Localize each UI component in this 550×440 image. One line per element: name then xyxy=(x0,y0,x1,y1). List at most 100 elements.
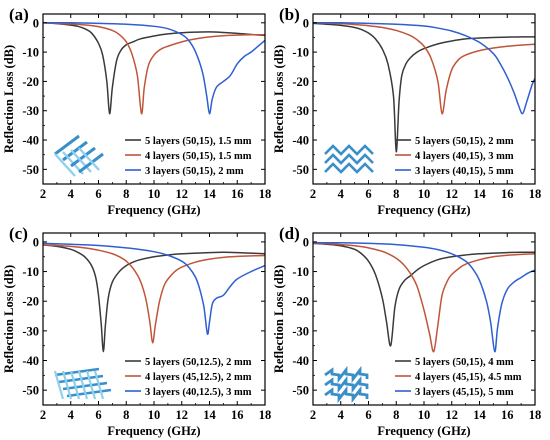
lattice-strut xyxy=(78,147,100,171)
lattice-strut xyxy=(324,365,369,384)
chart-panel-a: 2 4 6 8 10 12 14 16 18 0 -10 -20 -30 -40 -50 Frequency … xyxy=(2,5,271,217)
x-tick-label: 14 xyxy=(203,187,216,201)
y-tick-label: -10 xyxy=(22,46,39,60)
x-tick-label: 10 xyxy=(418,187,431,201)
y-tick-label: -30 xyxy=(22,324,39,338)
series-line-3 xyxy=(43,22,265,115)
y-tick-label: -50 xyxy=(22,384,39,398)
panel-label: (a) xyxy=(9,5,29,24)
x-tick-label: 16 xyxy=(231,187,244,201)
x-axis-title: Frequency (GHz) xyxy=(107,424,200,438)
legend-label-1: 5 layers (50,12.5), 2 mm xyxy=(145,357,252,368)
y-tick-label: -20 xyxy=(292,295,309,309)
x-axis-title: Frequency (GHz) xyxy=(377,203,470,217)
lattice-strut xyxy=(77,370,89,400)
legend-label-2: 4 layers (40,15), 3 mm xyxy=(415,151,514,162)
x-tick-label: 14 xyxy=(203,408,216,422)
x-tick-label: 14 xyxy=(473,187,486,201)
x-axis-title: Frequency (GHz) xyxy=(107,203,200,217)
x-tick-label: 12 xyxy=(446,408,459,422)
y-tick-label: -50 xyxy=(22,163,39,177)
x-tick-label: 14 xyxy=(473,408,486,422)
x-tick-label: 4 xyxy=(338,187,345,201)
x-tick-label: 16 xyxy=(501,408,514,422)
legend-label-2: 4 layers (45,15), 4.5 mm xyxy=(415,372,522,383)
y-axis-title: Reflection Loss (dB) xyxy=(2,265,16,373)
series-line-3 xyxy=(313,22,535,115)
x-tick-label: 4 xyxy=(68,187,75,201)
y-axis-title: Reflection Loss (dB) xyxy=(272,45,286,153)
lattice-strut xyxy=(324,375,369,394)
y-tick-label: -40 xyxy=(292,134,309,148)
lattice-strut xyxy=(54,134,80,156)
lattice-strut xyxy=(324,162,374,174)
x-tick-label: 8 xyxy=(123,408,129,422)
chart-panel-b: 2 4 6 8 10 12 14 16 18 0 -10 -20 -30 -40 -50 Frequency … xyxy=(272,5,541,217)
lattice-strut xyxy=(53,370,65,400)
lattice-strut xyxy=(70,146,96,168)
x-tick-label: 2 xyxy=(40,187,46,201)
x-tick-label: 10 xyxy=(148,187,161,201)
y-tick-label: 0 xyxy=(303,16,309,30)
legend-label-3: 3 layers (50,15), 2 mm xyxy=(145,166,244,177)
series-group xyxy=(43,242,265,353)
y-tick-label: -10 xyxy=(292,265,309,279)
y-tick-label: -40 xyxy=(22,134,39,148)
lattice-strut xyxy=(78,152,104,174)
x-tick-label: 18 xyxy=(529,187,542,201)
lattice-strut xyxy=(70,149,92,173)
x-tick-label: 8 xyxy=(393,408,399,422)
y-tick-label: -30 xyxy=(292,324,309,338)
x-axis-title: Frequency (GHz) xyxy=(377,424,470,438)
grid-lattice-icon xyxy=(54,134,104,177)
lattice-strut xyxy=(324,153,374,165)
y-tick-label: -10 xyxy=(292,46,309,60)
x-tick-label: 4 xyxy=(338,408,345,422)
y-tick-label: -20 xyxy=(22,295,39,309)
panel-label: (d) xyxy=(279,224,300,243)
series-line-1 xyxy=(43,244,265,353)
x-tick-label: 8 xyxy=(123,187,129,201)
series-line-2 xyxy=(313,22,535,115)
y-tick-label: -20 xyxy=(22,75,39,89)
x-tick-label: 4 xyxy=(68,408,75,422)
legend-label-1: 5 layers (50,15), 1.5 mm xyxy=(145,136,252,147)
y-tick-label: -50 xyxy=(292,384,309,398)
y-tick-label: -40 xyxy=(292,354,309,368)
legend-label-3: 3 layers (40,12.5), 3 mm xyxy=(145,387,252,398)
x-tick-label: 12 xyxy=(176,408,189,422)
lattice-strut xyxy=(66,388,112,398)
chevron-lattice-icon xyxy=(324,365,369,404)
x-tick-label: 12 xyxy=(176,187,189,201)
panel-label: (b) xyxy=(279,5,300,24)
lattice-strut xyxy=(61,370,73,400)
series-line-2 xyxy=(313,242,535,353)
x-tick-label: 2 xyxy=(310,408,316,422)
y-tick-label: 0 xyxy=(33,16,39,30)
x-tick-label: 16 xyxy=(501,187,514,201)
x-tick-label: 10 xyxy=(148,408,161,422)
series-group xyxy=(313,22,535,153)
series-line-3 xyxy=(43,242,265,335)
x-tick-label: 18 xyxy=(259,408,272,422)
y-tick-label: -30 xyxy=(22,104,39,118)
lattice-strut xyxy=(69,370,81,400)
legend-label-1: 5 layers (50,15), 2 mm xyxy=(415,136,514,147)
x-tick-label: 2 xyxy=(310,187,316,201)
series-line-1 xyxy=(313,22,535,153)
y-tick-label: -50 xyxy=(292,163,309,177)
chart-panel-d: 2 4 6 8 10 12 14 16 18 0 -10 -20 -30 -40 -50 Frequency … xyxy=(272,224,541,438)
y-tick-label: -20 xyxy=(292,75,309,89)
lattice-strut xyxy=(54,367,100,377)
y-tick-label: -10 xyxy=(22,265,39,279)
x-tick-label: 8 xyxy=(393,187,399,201)
zigzag-lattice-icon xyxy=(324,144,374,174)
legend-label-1: 5 layers (50,15), 4 mm xyxy=(415,357,514,368)
series-group xyxy=(43,22,265,115)
x-tick-label: 2 xyxy=(40,408,46,422)
series-line-1 xyxy=(43,22,265,115)
lattice-strut xyxy=(324,385,369,404)
panel-label: (c) xyxy=(9,224,28,243)
y-axis-title: Reflection Loss (dB) xyxy=(2,45,16,153)
